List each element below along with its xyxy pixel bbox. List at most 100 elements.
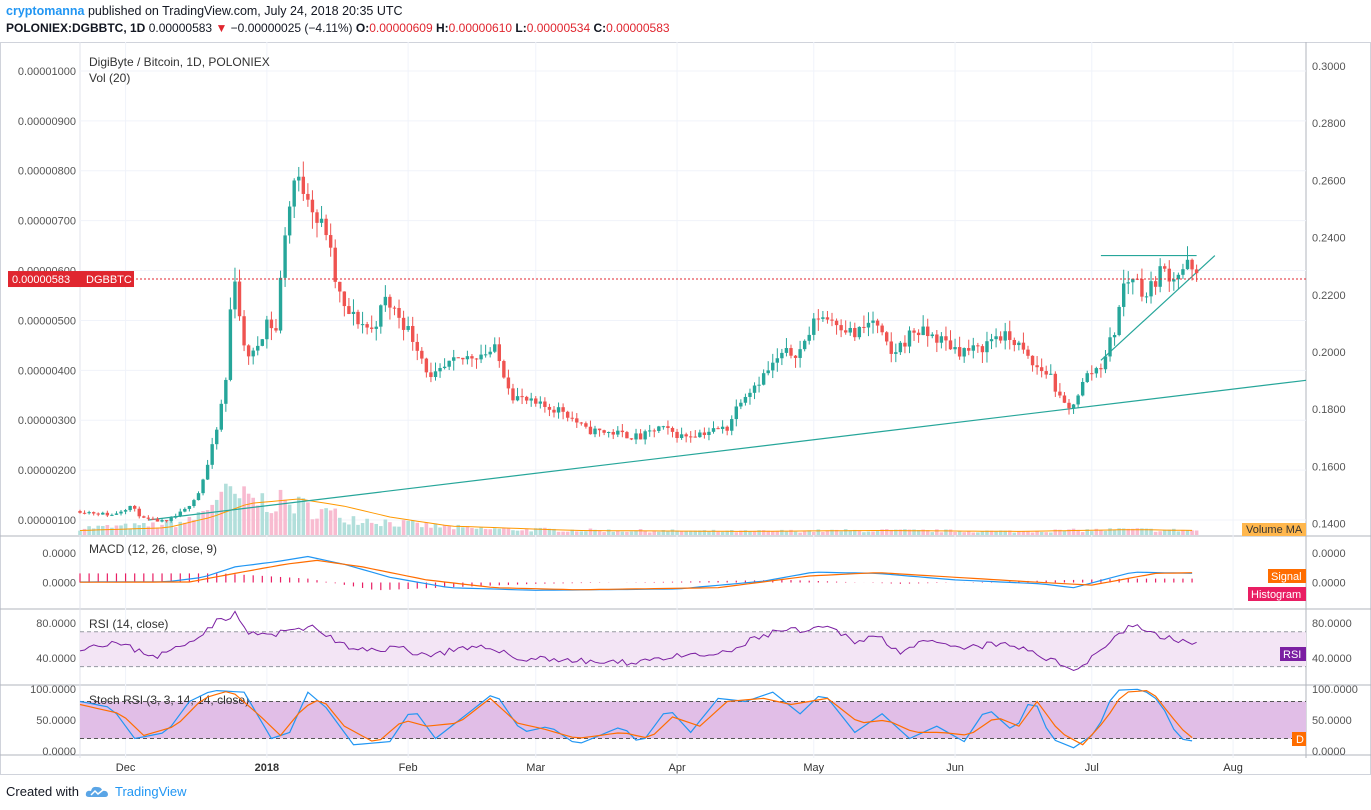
volume-bar	[379, 526, 383, 535]
candle-body	[1012, 339, 1017, 346]
candle-body	[1185, 259, 1190, 270]
candle-body	[87, 512, 91, 514]
volume-bar	[766, 530, 771, 535]
volume-bar	[875, 530, 880, 535]
candle-body	[584, 423, 588, 427]
volume-bar	[948, 529, 953, 535]
candle-body	[183, 508, 187, 512]
volume-bar	[711, 529, 716, 535]
volume-bar	[871, 531, 875, 535]
candle-body	[132, 505, 137, 509]
volume-bar	[889, 529, 894, 535]
candle-body	[1058, 391, 1062, 396]
y-tick-right-3: 0.2400	[1312, 233, 1346, 245]
candle-body	[447, 360, 451, 367]
candle-body	[219, 403, 223, 430]
candle-body	[1067, 402, 1071, 409]
volume-bar	[743, 530, 748, 535]
candle-body	[912, 330, 916, 333]
volume-bar	[506, 528, 511, 535]
volume-bar	[201, 511, 205, 535]
candle-body	[711, 428, 716, 432]
candle-body	[260, 339, 265, 346]
volume-bar	[520, 530, 524, 535]
candle-body	[629, 438, 634, 440]
rsi-y-tick-right-1: 40.0000	[1312, 653, 1352, 665]
volume-bar	[584, 531, 588, 535]
symbol: POLONIEX:DGBBTC, 1D	[6, 21, 146, 35]
volume-bar	[287, 504, 292, 535]
candle-body	[128, 505, 132, 511]
y-tick-left-0: 0.00001000	[18, 66, 76, 78]
volume-bar	[178, 521, 183, 535]
volume-bar	[82, 528, 87, 535]
candle-body	[374, 326, 378, 329]
candle-body	[926, 326, 930, 337]
volume-ma-label: Volume MA	[1246, 524, 1303, 536]
candle-body	[205, 464, 210, 480]
candle-body	[652, 430, 656, 432]
volume-bar	[825, 530, 830, 535]
candle-body	[748, 392, 752, 397]
candle-body	[114, 513, 119, 515]
candle-body	[1149, 281, 1153, 297]
candle-body	[91, 512, 96, 514]
candle-body	[497, 344, 502, 362]
author-link[interactable]: cryptomanna	[6, 4, 85, 18]
tradingview-link[interactable]: TradingView	[114, 784, 187, 799]
candle-body	[287, 206, 292, 236]
candle-body	[278, 277, 283, 331]
candle-body	[310, 199, 315, 213]
volume-bar	[757, 530, 761, 535]
volume-bar	[839, 531, 843, 535]
candle-body	[178, 511, 182, 517]
volume-bar	[438, 527, 442, 535]
volume-bar	[224, 483, 228, 535]
volume-bar	[324, 508, 328, 535]
volume-bar	[725, 530, 729, 535]
publish-info: cryptomanna published on TradingView.com…	[6, 4, 403, 18]
volume-bar	[556, 531, 561, 535]
y-tick-left-6: 0.00000400	[18, 365, 76, 377]
volume-bar	[720, 531, 725, 535]
candle-body	[215, 429, 219, 445]
volume-bar	[1103, 530, 1108, 535]
low-label: L:	[515, 21, 527, 35]
candle-body	[570, 417, 574, 419]
volume-bar	[784, 531, 789, 535]
open-label: O:	[355, 21, 370, 35]
volume-bar	[474, 528, 479, 535]
volume-bar	[160, 524, 164, 535]
volume-bar	[260, 493, 265, 535]
candle-body	[228, 309, 233, 380]
candle-body	[707, 431, 711, 436]
volume-label: Vol (20)	[89, 71, 130, 85]
signal-line	[80, 559, 1193, 591]
candle-body	[661, 426, 666, 428]
volume-bar	[811, 531, 816, 535]
candle-body	[265, 319, 269, 340]
candle-body	[752, 385, 757, 393]
volume-bar	[830, 529, 834, 535]
volume-bar	[292, 513, 297, 535]
volume-bar	[843, 529, 848, 535]
candle-body	[1071, 404, 1076, 409]
volume-bar	[401, 520, 406, 535]
volume-bar	[925, 530, 930, 535]
candle-body	[511, 388, 515, 401]
volume-bar	[916, 529, 921, 535]
candle-body	[283, 235, 287, 278]
chart-canvas[interactable]: 0.00001000 0.00000900 0.00000800 0.00000700…	[0, 42, 1371, 777]
volume-bar	[698, 530, 702, 535]
candle-body	[944, 336, 948, 341]
volume-bar	[1144, 528, 1149, 535]
volume-bar	[1140, 528, 1144, 535]
candle-body	[716, 428, 720, 430]
volume-bar	[789, 529, 793, 535]
candle-body	[465, 356, 470, 360]
volume-bar	[442, 525, 447, 535]
volume-bar	[962, 532, 966, 535]
candle-body	[493, 344, 497, 352]
volume-bar	[994, 530, 998, 535]
candle-body	[757, 384, 761, 386]
